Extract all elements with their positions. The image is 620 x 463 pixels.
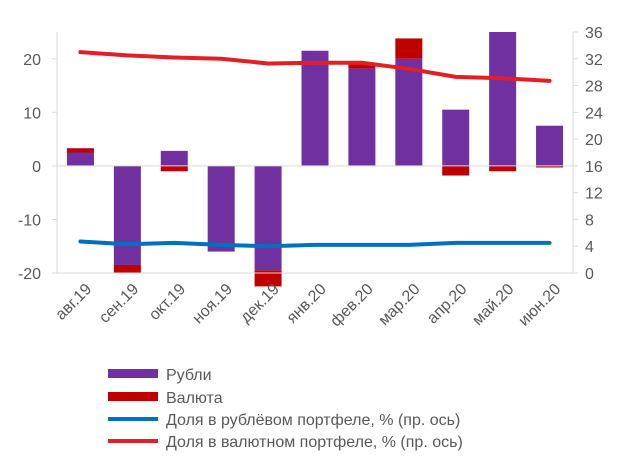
right-tick-label: 4 — [585, 239, 594, 256]
legend-item-currency-share: Доля в валютном портфеле, % (пр. ось) — [108, 434, 463, 451]
bar-rubles — [66, 152, 94, 166]
bar-rubles — [254, 165, 282, 271]
plot-area — [57, 32, 573, 287]
bar-currency — [395, 38, 423, 59]
x-tick-label: сен.19 — [96, 281, 142, 327]
right-tick-label: 32 — [585, 52, 603, 69]
bar-currency — [536, 165, 564, 168]
x-tick-label: май.20 — [469, 281, 517, 329]
x-tick-label: дек.19 — [237, 281, 283, 327]
bar-rubles — [442, 109, 470, 166]
bar-currency — [66, 148, 94, 153]
left-y-axis: -20 -10 0 10 20 — [18, 32, 58, 283]
bar-rubles — [489, 32, 517, 166]
legend-item-rubles: Рубли — [108, 367, 212, 384]
bar-currency — [442, 165, 470, 176]
right-tick-label: 24 — [585, 105, 603, 122]
line-currency-share — [78, 50, 552, 83]
bar-rubles — [536, 125, 564, 166]
bar-currency — [254, 270, 282, 287]
right-tick-label: 12 — [585, 186, 603, 203]
legend-label-currency-share: Доля в валютном портфеле, % (пр. ось) — [166, 434, 463, 451]
right-tick-label: 20 — [585, 132, 603, 149]
left-tick-label: 10 — [23, 105, 41, 122]
bar-rubles — [348, 68, 376, 166]
legend-item-currency: Валюта — [108, 390, 223, 407]
right-tick-label: 8 — [585, 212, 594, 229]
legend-item-ruble-share: Доля в рублёвом портфеле, % (пр. ось) — [108, 412, 460, 429]
bar-rubles — [207, 165, 235, 252]
legend-label-rubles: Рубли — [166, 367, 212, 384]
legend-swatch-currency — [108, 392, 158, 401]
bar-rubles — [160, 150, 188, 166]
x-tick-label: апр.20 — [424, 281, 471, 328]
left-tick-label: -10 — [18, 212, 41, 229]
bar-rubles — [301, 50, 329, 166]
bar-currency — [113, 264, 141, 273]
x-tick-label: мар.20 — [376, 281, 424, 329]
bar-currency — [160, 165, 188, 172]
x-tick-label: ноя.19 — [190, 281, 236, 327]
left-tick-label: -20 — [18, 266, 41, 283]
x-axis: авг.19 сен.19 окт.19 ноя.19 дек.19 янв.20фев.… — [52, 272, 573, 330]
right-tick-label: 28 — [585, 79, 603, 96]
x-tick-label: окт.19 — [146, 281, 189, 324]
legend-swatch-rubles — [108, 369, 158, 378]
legend-label-currency: Валюта — [166, 390, 223, 407]
x-tick-label: авг.19 — [52, 281, 95, 324]
x-tick-label: фев.20 — [327, 281, 376, 330]
bar-currency — [348, 64, 376, 69]
x-tick-label: янв.20 — [284, 281, 330, 327]
right-tick-label: 36 — [585, 25, 603, 42]
bar-currency — [489, 165, 517, 172]
right-tick-label: 16 — [585, 159, 603, 176]
bar-rubles — [395, 58, 423, 166]
legend: Рубли Валюта Доля в рублёвом портфеле, %… — [108, 367, 463, 451]
right-tick-label: 0 — [585, 266, 594, 283]
line-ruble-share — [78, 239, 552, 249]
left-tick-label: 20 — [23, 52, 41, 69]
bar-rubles — [113, 165, 141, 265]
right-y-axis: 0 4 8 12 16 20 24 28 32 36 — [572, 25, 603, 283]
legend-label-ruble-share: Доля в рублёвом портфеле, % (пр. ось) — [166, 412, 460, 429]
x-tick-label: июн.20 — [516, 281, 565, 330]
left-tick-label: 0 — [32, 159, 41, 176]
